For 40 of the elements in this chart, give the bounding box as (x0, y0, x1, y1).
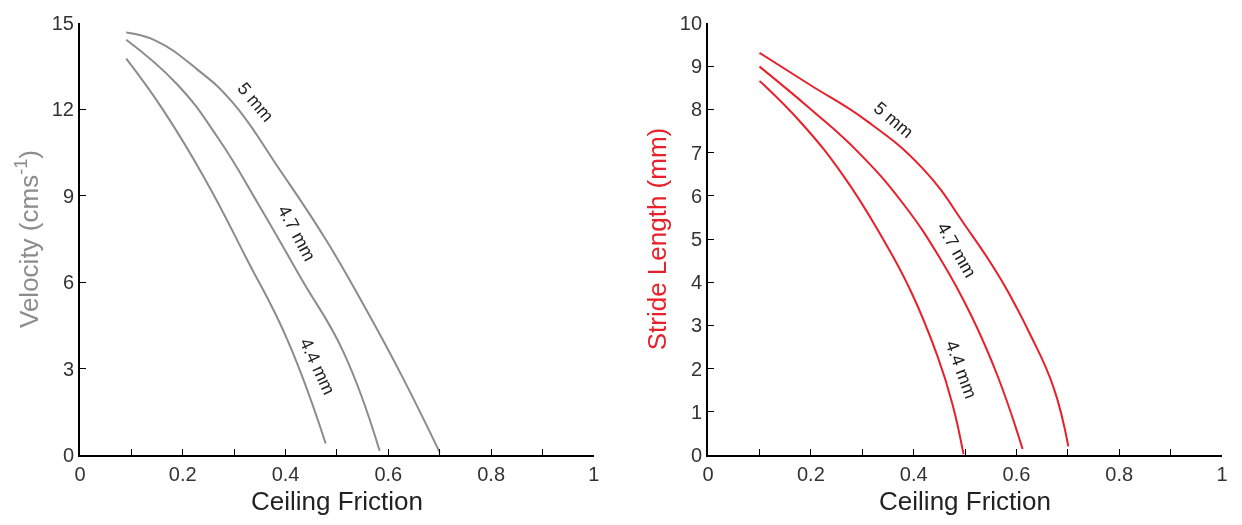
text: 5 mm (233, 78, 278, 126)
y-tick-label: 7 (690, 141, 703, 164)
x-tick-label: 0.2 (796, 463, 825, 485)
text: 4.7 mm (273, 202, 320, 265)
line-series (758, 65, 1024, 450)
y-tick-label: 12 (51, 98, 74, 121)
x-tick-label: 0.2 (168, 463, 197, 485)
x-tick-label: 1 (1216, 463, 1228, 485)
y-tick-label: 3 (690, 314, 703, 337)
y-tick-label: 9 (690, 55, 703, 78)
x-axis-title: Ceiling Friction (250, 486, 423, 517)
text: 4.7 mm (933, 218, 981, 281)
x-tick-label: 1 (588, 463, 600, 485)
y-tick-label: 4 (690, 271, 703, 294)
line-series (125, 31, 441, 454)
text: 4.4 mm (941, 337, 981, 402)
x-tick-label: 0.4 (271, 463, 300, 485)
y-tick-label: 0 (62, 444, 74, 466)
x-tick-label: 0.4 (899, 463, 928, 485)
y-tick-label: 0 (690, 444, 703, 466)
y-tick-label: 10 (679, 12, 703, 34)
y-tick-label: 6 (690, 184, 703, 207)
y-axis-title: Stride Length (mm) (641, 127, 672, 351)
y-tick-label: 3 (62, 357, 74, 380)
x-tick-label: 0.6 (1002, 463, 1031, 485)
y-tick-label: 2 (690, 357, 703, 380)
y-tick-label: 9 (62, 184, 74, 207)
y-tick-label: 8 (690, 98, 703, 121)
y-tick-label: 1 (690, 400, 703, 423)
text: 5 mm (869, 97, 918, 143)
line-series (758, 51, 1070, 448)
x-tick-label: 0.8 (1105, 463, 1134, 485)
x-tick-label: 0.6 (374, 463, 403, 485)
y-tick-label: 5 (690, 228, 703, 250)
x-axis-title: Ceiling Friction (879, 486, 1052, 517)
line-series (125, 38, 381, 452)
y-tick-label: 6 (62, 271, 74, 294)
text: 4.4 mm (295, 334, 340, 398)
x-tick-label: 0.8 (477, 463, 506, 485)
y-tick-label: 15 (51, 12, 74, 34)
